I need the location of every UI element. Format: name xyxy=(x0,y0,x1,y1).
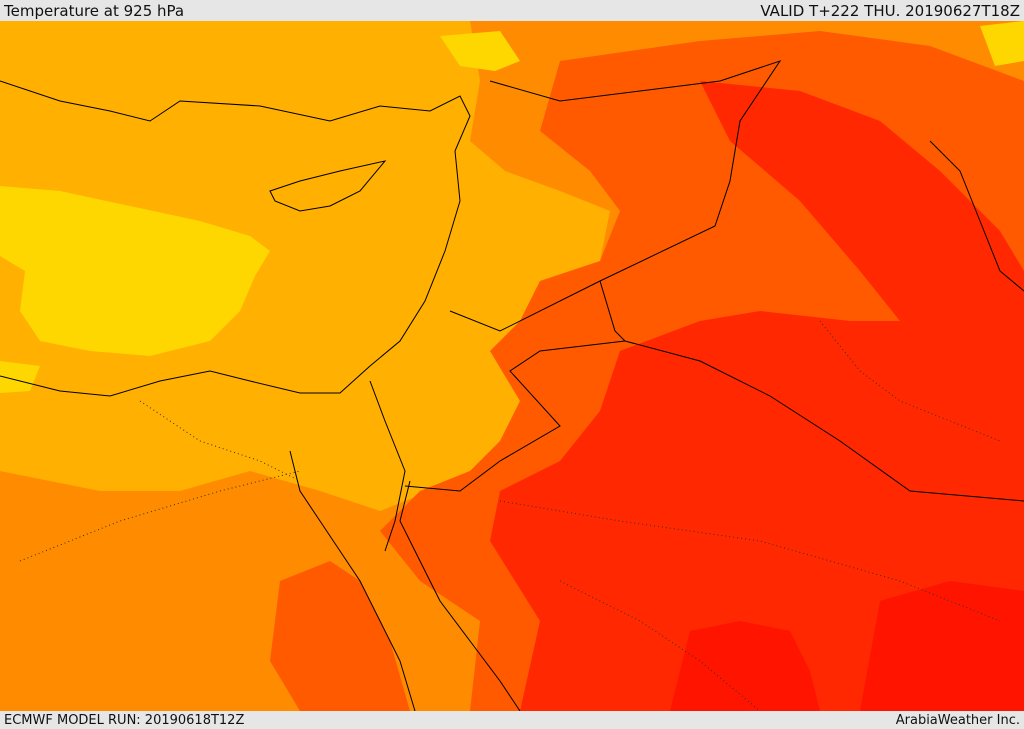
gulf-coast xyxy=(929,140,1024,292)
egypt-coast xyxy=(0,365,371,397)
footer-bar: ECMWF MODEL RUN: 20190618T12Z ArabiaWeat… xyxy=(0,711,1024,729)
dotted-border-3 xyxy=(499,500,1001,622)
map-title: Temperature at 925 hPa xyxy=(4,1,185,20)
dotted-border-5 xyxy=(819,320,1001,442)
credit: ArabiaWeather Inc. xyxy=(895,712,1020,728)
band-dark-orange-red-sea xyxy=(270,561,410,711)
sinai-border xyxy=(369,380,406,552)
red-sea-east-coast xyxy=(399,480,521,711)
temperature-map xyxy=(0,21,1024,711)
band-deep-red xyxy=(670,621,820,711)
band-yellow xyxy=(0,186,270,356)
band-yellow-ne xyxy=(980,21,1024,66)
cyprus-outline xyxy=(269,160,387,212)
dotted-border-2 xyxy=(139,400,301,482)
turkey-coast xyxy=(0,80,471,152)
valid-time: VALID T+222 THU. 20190627T18Z xyxy=(760,1,1020,20)
red-sea-west-coast xyxy=(289,450,416,711)
coastlines xyxy=(0,60,1024,711)
band-red xyxy=(490,81,1024,711)
iraq-border xyxy=(599,280,1024,502)
internal-borders xyxy=(19,320,1001,711)
band-deep-red-east xyxy=(860,581,1024,711)
band-yellow-north xyxy=(440,31,520,71)
model-run: ECMWF MODEL RUN: 20190618T12Z xyxy=(4,712,245,728)
band-yellow-coast xyxy=(0,361,40,393)
levant-coast xyxy=(369,150,461,367)
syria-border xyxy=(449,60,782,332)
dotted-border-4 xyxy=(559,580,761,711)
band-light-orange xyxy=(0,21,610,511)
header-bar: Temperature at 925 hPa VALID T+222 THU. … xyxy=(0,0,1024,21)
jordan-border xyxy=(404,340,626,492)
